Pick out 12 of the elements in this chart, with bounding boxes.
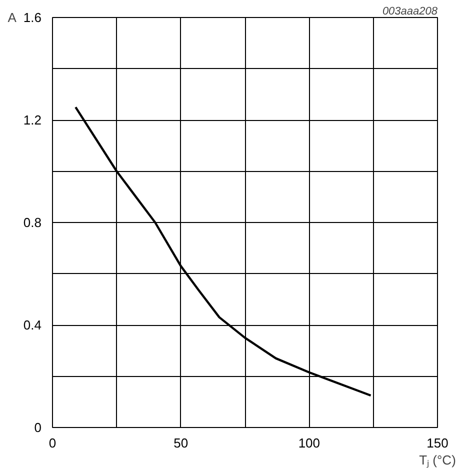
x-tick-label: 150: [426, 436, 448, 450]
x-axis-title: Tⱼ (°C): [419, 452, 456, 468]
y-tick-label: 0.4: [23, 318, 42, 332]
y-tick-label: 1.6: [23, 10, 42, 25]
x-tick-label: 100: [298, 436, 320, 450]
text: 003aaa208: [382, 6, 438, 18]
y-tick-label: 0: [34, 420, 42, 435]
x-tick-label: 50: [174, 436, 188, 450]
x-tick-label: 0: [48, 436, 56, 450]
y-axis-title: A: [8, 10, 17, 25]
y-tick-label: 1.2: [23, 112, 42, 128]
y-tick-label: 0.8: [23, 215, 42, 230]
